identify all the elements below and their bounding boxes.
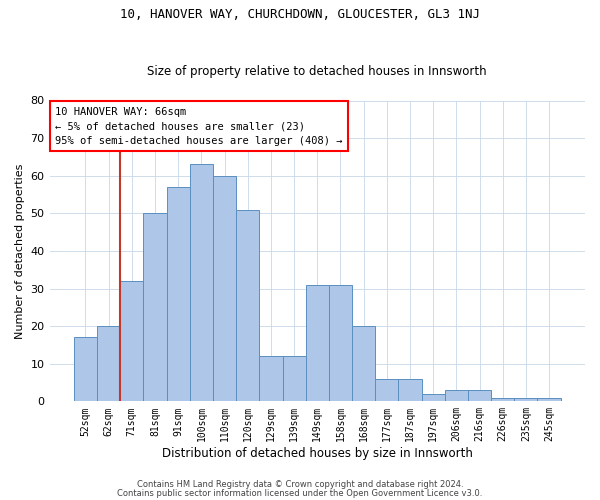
Bar [468, 390, 491, 402]
Bar [422, 394, 445, 402]
Title: Size of property relative to detached houses in Innsworth: Size of property relative to detached ho… [148, 66, 487, 78]
Bar [167, 187, 190, 402]
Text: Contains HM Land Registry data © Crown copyright and database right 2024.: Contains HM Land Registry data © Crown c… [137, 480, 463, 489]
Text: 10 HANOVER WAY: 66sqm
← 5% of detached houses are smaller (23)
95% of semi-detac: 10 HANOVER WAY: 66sqm ← 5% of detached h… [55, 106, 343, 146]
Bar [514, 398, 538, 402]
Bar [259, 356, 283, 402]
Bar [445, 390, 468, 402]
Bar [398, 379, 422, 402]
Bar [120, 281, 143, 402]
Bar [97, 326, 120, 402]
Bar [305, 285, 329, 402]
Bar [491, 398, 514, 402]
Text: 10, HANOVER WAY, CHURCHDOWN, GLOUCESTER, GL3 1NJ: 10, HANOVER WAY, CHURCHDOWN, GLOUCESTER,… [120, 8, 480, 20]
Y-axis label: Number of detached properties: Number of detached properties [15, 163, 25, 338]
Bar [329, 285, 352, 402]
Text: Contains public sector information licensed under the Open Government Licence v3: Contains public sector information licen… [118, 489, 482, 498]
Bar [143, 214, 167, 402]
Bar [190, 164, 213, 402]
Bar [74, 338, 97, 402]
Bar [236, 210, 259, 402]
Bar [352, 326, 375, 402]
X-axis label: Distribution of detached houses by size in Innsworth: Distribution of detached houses by size … [162, 447, 473, 460]
Bar [538, 398, 560, 402]
Bar [375, 379, 398, 402]
Bar [283, 356, 305, 402]
Bar [213, 176, 236, 402]
